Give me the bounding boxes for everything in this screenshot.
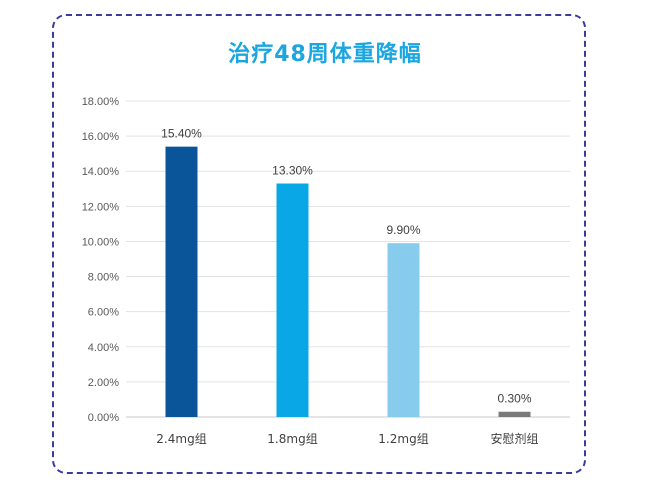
y-tick-label: 0.00% (88, 412, 119, 424)
y-tick-label: 10.00% (82, 236, 120, 248)
bar (498, 411, 531, 417)
bar (165, 146, 198, 417)
data-label: 15.40% (161, 127, 202, 141)
x-tick-label: 1.8mg组 (267, 432, 317, 446)
x-tick-label: 2.4mg组 (156, 432, 206, 446)
y-tick-label: 12.00% (82, 201, 120, 213)
chart-title: 治疗48周体重降幅 (228, 42, 422, 67)
y-tick-label: 4.00% (88, 342, 119, 354)
bar (387, 243, 420, 417)
data-label: 0.30% (497, 392, 531, 406)
chart-frame (52, 14, 586, 474)
y-tick-label: 16.00% (82, 131, 120, 143)
y-tick-label: 8.00% (88, 272, 119, 284)
data-label: 9.90% (386, 223, 420, 237)
y-tick-label: 2.00% (88, 377, 119, 389)
y-tick-label: 14.00% (82, 166, 120, 178)
y-tick-label: 6.00% (88, 307, 119, 319)
bar (276, 183, 309, 417)
data-label: 13.30% (272, 164, 313, 178)
x-tick-label: 安慰剂组 (490, 431, 538, 446)
y-tick-label: 18.00% (82, 96, 120, 108)
x-tick-label: 1.2mg组 (378, 432, 428, 446)
